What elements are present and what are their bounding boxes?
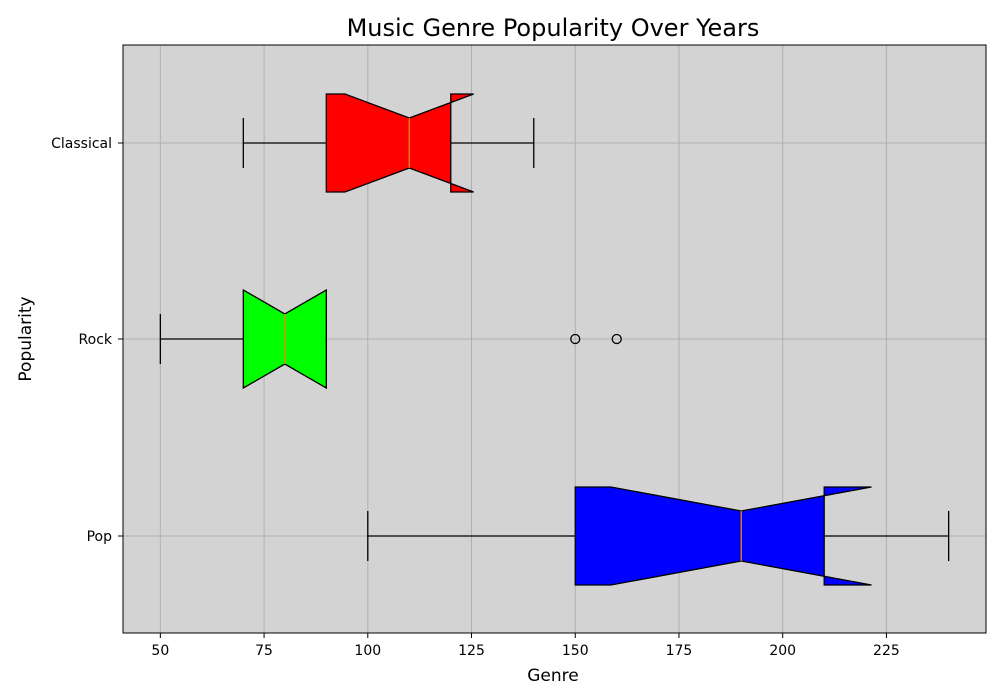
outlier-point <box>570 333 581 345</box>
boxes <box>159 93 950 586</box>
x-tick-label: 125 <box>458 643 485 659</box>
y-tick-label-pop: Pop <box>87 529 113 545</box>
chart-title: Music Genre Popularity Over Years <box>347 14 760 42</box>
x-tick-label: 50 <box>151 643 169 659</box>
box-rock <box>159 288 622 390</box>
x-tick-label: 225 <box>873 643 900 659</box>
notched-box <box>325 93 474 193</box>
x-tick-label: 75 <box>255 643 273 659</box>
box-pop <box>367 486 950 586</box>
y-axis-label: Popularity <box>16 296 36 381</box>
x-axis-label: Genre <box>527 666 578 686</box>
outlier-point <box>611 333 622 345</box>
y-tick-label-classical: Classical <box>51 136 112 152</box>
y-tick-label-rock: Rock <box>79 332 113 348</box>
x-tick-label: 175 <box>666 643 693 659</box>
notched-box <box>574 486 872 586</box>
x-tick-label: 200 <box>769 643 796 659</box>
x-tick-label: 100 <box>354 643 381 659</box>
x-tick-label: 150 <box>562 643 589 659</box>
ticks: 50 75 100 125 150 175 200 225 Pop Rock Classical <box>51 136 900 659</box>
box-classical <box>242 93 535 193</box>
